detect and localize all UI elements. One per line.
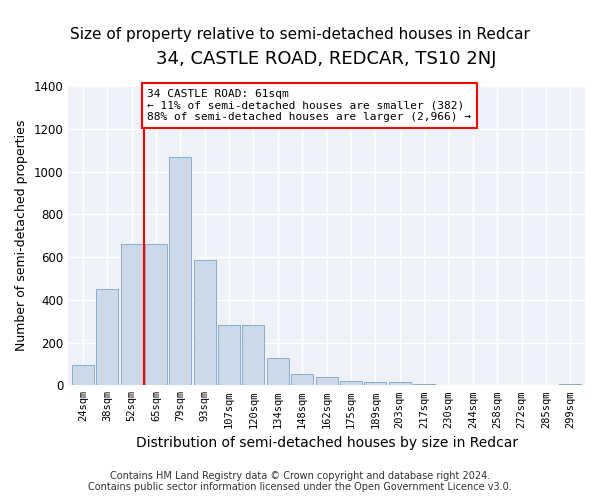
Bar [413,384,435,386]
Title: 34, CASTLE ROAD, REDCAR, TS10 2NJ: 34, CASTLE ROAD, REDCAR, TS10 2NJ [157,50,497,68]
Bar [145,244,167,386]
Bar [218,326,240,386]
Bar [291,374,313,386]
Bar [121,244,143,386]
Bar [316,377,338,386]
Text: Contains HM Land Registry data © Crown copyright and database right 2024.
Contai: Contains HM Land Registry data © Crown c… [88,471,512,492]
Bar [267,358,289,386]
Bar [340,381,362,386]
Bar [389,382,410,386]
Bar [72,365,94,386]
Bar [559,384,581,386]
Y-axis label: Number of semi-detached properties: Number of semi-detached properties [15,120,28,352]
Bar [169,156,191,386]
Bar [364,382,386,386]
Bar [194,260,215,386]
Text: Size of property relative to semi-detached houses in Redcar: Size of property relative to semi-detach… [70,28,530,42]
X-axis label: Distribution of semi-detached houses by size in Redcar: Distribution of semi-detached houses by … [136,436,518,450]
Bar [242,326,265,386]
Text: 34 CASTLE ROAD: 61sqm
← 11% of semi-detached houses are smaller (382)
88% of sem: 34 CASTLE ROAD: 61sqm ← 11% of semi-deta… [148,89,472,122]
Bar [96,289,118,386]
